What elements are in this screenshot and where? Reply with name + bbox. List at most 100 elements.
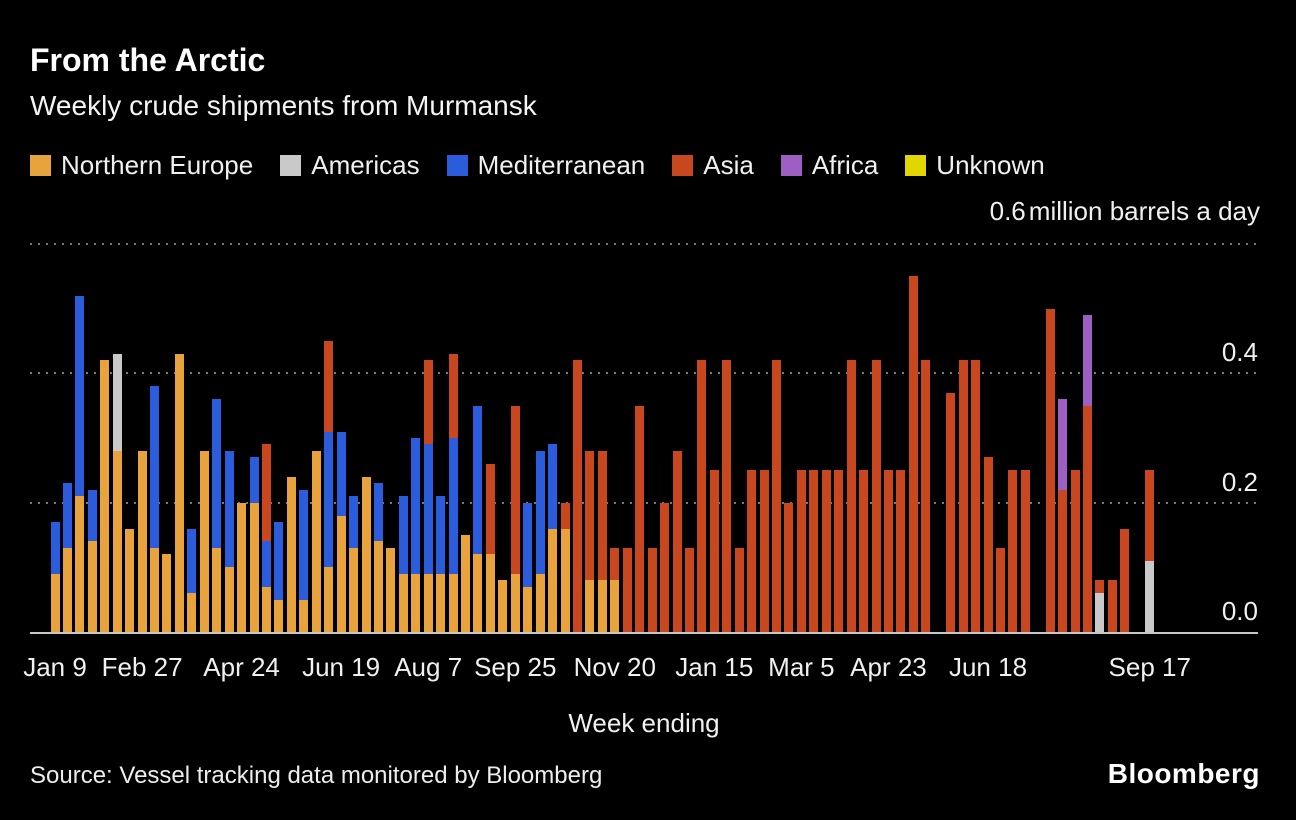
bar-segment <box>436 496 446 574</box>
bar-segment <box>361 476 371 632</box>
bar-segment <box>324 341 334 432</box>
bar-segment <box>411 438 421 574</box>
legend-label: Americas <box>311 150 420 180</box>
legend-item-mediterranean: Mediterranean <box>446 150 645 181</box>
bar-segment <box>150 386 160 548</box>
bar-segment <box>548 528 558 632</box>
bar-segment <box>697 360 707 632</box>
bar-segment <box>448 438 458 574</box>
legend-label: Unknown <box>936 150 1045 180</box>
gridline <box>30 372 1258 375</box>
bar-segment <box>87 541 97 632</box>
y-axis-unit-label: 0.6 million barrels a day <box>990 196 1260 227</box>
bar-segment <box>436 573 446 632</box>
bar-segment <box>734 547 744 632</box>
bar-segment <box>1045 308 1055 632</box>
legend-label: Africa <box>811 150 879 180</box>
y-axis-unit-text: million barrels a day <box>1028 196 1260 226</box>
bar-segment <box>125 528 135 632</box>
bar-segment <box>585 580 595 632</box>
bar-segment <box>87 489 97 542</box>
source-note: Source: Vessel tracking data monitored b… <box>30 762 603 789</box>
bar-segment <box>908 276 918 632</box>
bar-segment <box>535 573 545 632</box>
legend-item-americas: Americas <box>280 150 420 181</box>
legend-label: Asia <box>703 150 754 180</box>
bar-segment <box>597 580 607 632</box>
bar-segment <box>112 450 122 632</box>
bar-segment <box>1070 470 1080 632</box>
bar-segment <box>883 470 893 632</box>
bar-segment <box>610 547 620 581</box>
x-axis-title: Week ending <box>568 708 720 738</box>
bar-segment <box>485 554 495 632</box>
bar-segment <box>237 502 247 632</box>
bar-segment <box>373 541 383 632</box>
bar-segment <box>1020 470 1030 632</box>
bar-segment <box>859 470 869 632</box>
x-tick-label: Sep 17 <box>1108 652 1191 682</box>
bar-segment <box>560 502 570 529</box>
bar-segment <box>398 496 408 574</box>
bar-segment <box>423 360 433 445</box>
bar-segment <box>137 450 147 632</box>
bar-segment <box>448 573 458 632</box>
x-tick-label: Jun 18 <box>948 652 1028 682</box>
bar-segment <box>187 593 197 632</box>
x-tick-label: Jan 15 <box>675 652 754 682</box>
bar-segment <box>548 444 558 529</box>
bar-segment <box>971 360 981 632</box>
bar-segment <box>1058 489 1068 632</box>
bar-segment <box>100 360 110 632</box>
bar-segment <box>162 554 172 632</box>
x-tick-label: Apr 23 <box>850 652 927 682</box>
bar-segment <box>473 554 483 632</box>
y-tick-label: 0.2 <box>1221 466 1258 497</box>
bar-segment <box>622 547 632 632</box>
bar-segment <box>1120 528 1130 632</box>
bar-segment <box>1083 405 1093 632</box>
x-tick-label: Jun 19 <box>302 652 381 682</box>
bar-segment <box>846 360 856 632</box>
bar-segment <box>772 360 782 632</box>
bar-segment <box>224 567 234 632</box>
bar-segment <box>1095 580 1105 594</box>
bar-segment <box>423 444 433 574</box>
bar-segment <box>809 470 819 632</box>
bar-segment <box>535 450 545 574</box>
bar-segment <box>523 502 533 587</box>
x-tick-label: Apr 24 <box>203 652 280 682</box>
bar-segment <box>249 457 259 503</box>
y-max-tick-label: 0.6 <box>989 196 1026 226</box>
bar-segment <box>946 392 956 632</box>
bar-segment <box>411 573 421 632</box>
bar-segment <box>1145 560 1155 632</box>
bar-segment <box>336 515 346 632</box>
bar-segment <box>821 470 831 632</box>
bar-segment <box>448 353 458 438</box>
bar-segment <box>187 528 197 594</box>
bar-segment <box>349 496 359 548</box>
x-tick-label: Aug 7 <box>394 652 463 682</box>
bar-segment <box>62 547 72 632</box>
y-tick-label: 0.4 <box>1221 337 1258 368</box>
bar-segment <box>224 450 234 568</box>
bar-segment <box>398 573 408 632</box>
legend-swatch-icon <box>780 155 802 176</box>
bar-segment <box>274 599 284 632</box>
x-tick-label: Sep 25 <box>474 652 557 682</box>
bar-segment <box>660 502 670 632</box>
bar-segment <box>62 483 72 548</box>
bar-segment <box>647 547 657 632</box>
x-axis-tick-labels: Jan 9 Feb 27 Apr 24 Jun 19 Aug 7 Sep 25 Nov 20… <box>23 652 1258 686</box>
bar-segment <box>174 353 184 632</box>
bar-segment <box>50 522 60 574</box>
bar-segment <box>672 450 682 632</box>
bar-segment <box>473 405 483 555</box>
legend-swatch-icon <box>905 155 927 176</box>
bar-segment <box>50 573 60 632</box>
bar-segment <box>373 483 383 542</box>
bar-segment <box>1107 580 1117 632</box>
bar-segment <box>485 463 495 555</box>
